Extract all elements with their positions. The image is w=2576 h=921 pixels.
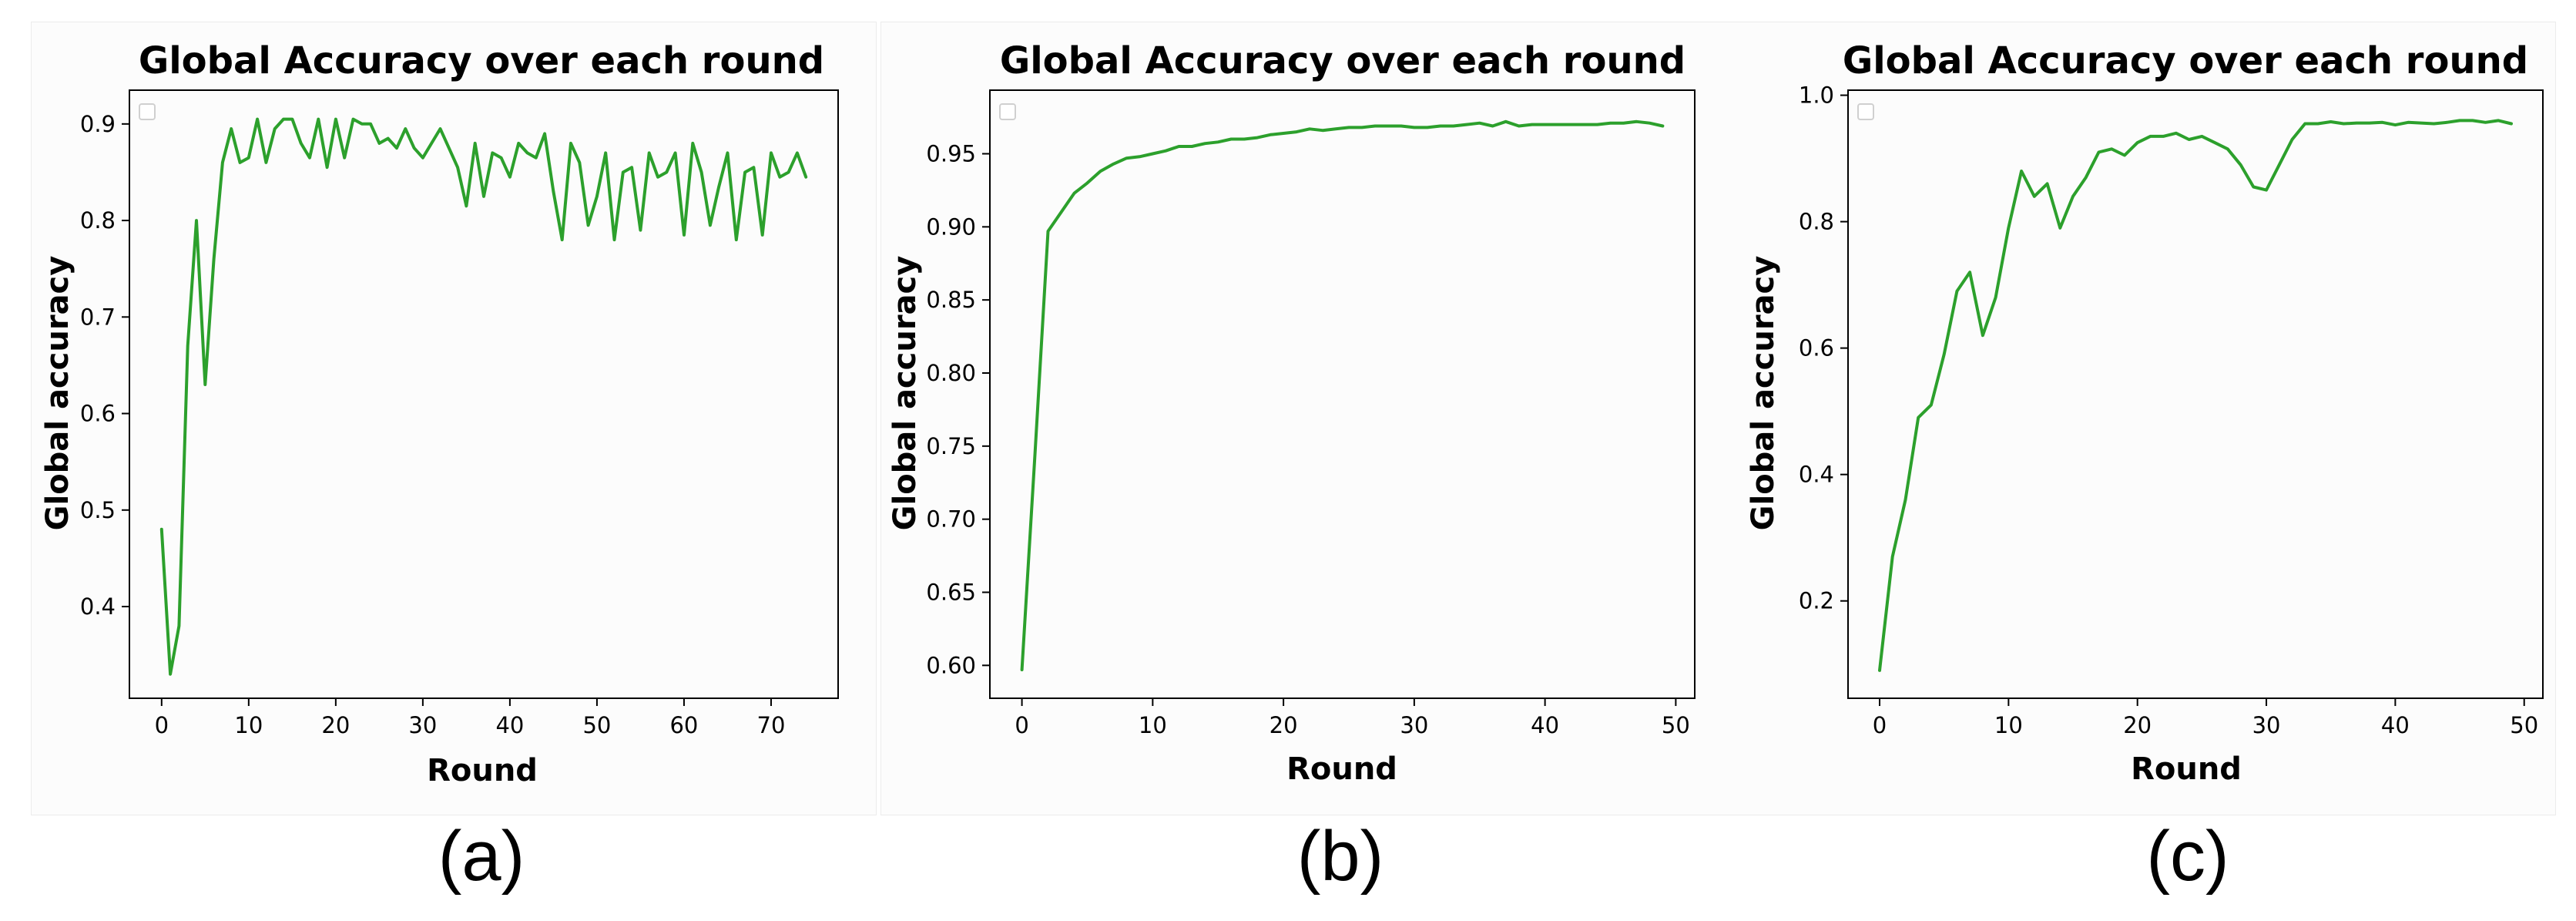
chart-b-xtick-label: 10 — [1139, 712, 1167, 738]
chart-a-ytick-label: 0.9 — [80, 111, 116, 137]
chart-b-ytick-label: 0.85 — [926, 287, 976, 313]
panel-bc-background — [880, 22, 2556, 815]
chart-b: Global Accuracy over each round Round Gl… — [887, 39, 1696, 787]
chart-a-ytick-label: 0.6 — [80, 401, 116, 427]
chart-b-ytick-label: 0.95 — [926, 141, 976, 167]
chart-b-ylabel: Global accuracy — [887, 256, 923, 531]
chart-b-xtick-label: 40 — [1531, 712, 1559, 738]
chart-a-xlabel: Round — [427, 753, 538, 788]
chart-b-ytick-label: 0.90 — [926, 213, 976, 240]
chart-b-plot-frame — [989, 89, 1696, 699]
chart-c-legend-box — [1857, 103, 1874, 120]
chart-c-xtick-label: 0 — [1873, 712, 1887, 738]
chart-a-xtick-label: 30 — [408, 712, 437, 738]
chart-c-xtick-label: 50 — [2510, 712, 2538, 738]
chart-a-xtick-label: 0 — [155, 712, 169, 738]
chart-b-xtick-label: 50 — [1662, 712, 1690, 738]
chart-c-xtick-label: 40 — [2381, 712, 2410, 738]
chart-c-xtick-label: 10 — [1994, 712, 2023, 738]
chart-c-ytick-label: 1.0 — [1799, 82, 1834, 109]
chart-b-ytick-label: 0.75 — [926, 433, 976, 459]
chart-a-title: Global Accuracy over each round — [139, 39, 824, 82]
chart-a-xtick-label: 40 — [495, 712, 524, 738]
chart-a-ylabel: Global accuracy — [40, 256, 75, 531]
caption-b: (b) — [1296, 817, 1384, 896]
chart-a-xtick-label: 70 — [757, 712, 786, 738]
chart-b-xtick-label: 30 — [1400, 712, 1428, 738]
chart-a-xtick-label: 60 — [669, 712, 698, 738]
chart-a-xtick-label: 10 — [234, 712, 263, 738]
chart-b-ytick-label: 0.65 — [926, 579, 976, 605]
panel-a-background — [31, 22, 877, 815]
chart-b-ytick-label: 0.60 — [926, 652, 976, 678]
chart-b-ytick-label: 0.80 — [926, 360, 976, 386]
chart-c-title: Global Accuracy over each round — [1843, 39, 2528, 82]
chart-a-legend-box — [139, 103, 156, 120]
chart-a-xtick-label: 50 — [582, 712, 611, 738]
chart-b-xlabel: Round — [1286, 751, 1397, 787]
chart-c-ytick-label: 0.2 — [1799, 588, 1834, 614]
chart-a-ytick-label: 0.5 — [80, 497, 116, 523]
chart-a-accuracy-line — [159, 117, 808, 676]
chart-b-xtick-label: 20 — [1270, 712, 1298, 738]
chart-c-plot-frame — [1847, 89, 2544, 699]
chart-b-accuracy-line — [1020, 119, 1665, 671]
chart-c-ytick-label: 0.6 — [1799, 335, 1834, 361]
chart-c-xlabel: Round — [2131, 751, 2242, 787]
chart-a-plot-frame — [129, 89, 839, 699]
chart-a: Global Accuracy over each round Round Gl… — [40, 39, 839, 788]
chart-b-ytick-label: 0.70 — [926, 506, 976, 533]
chart-b-legend-box — [999, 103, 1016, 120]
chart-a-xtick-label: 20 — [321, 712, 350, 738]
chart-c-xtick-label: 30 — [2252, 712, 2281, 738]
chart-a-ytick-label: 0.4 — [80, 593, 116, 620]
chart-a-ytick-label: 0.7 — [80, 304, 116, 330]
chart-c: Global Accuracy over each round Round Gl… — [1746, 39, 2544, 787]
chart-c-xtick-label: 20 — [2123, 712, 2152, 738]
caption-a: (a) — [438, 817, 525, 896]
chart-a-ytick-label: 0.8 — [80, 207, 116, 234]
chart-b-title: Global Accuracy over each round — [1000, 39, 1685, 82]
chart-c-ytick-label: 0.4 — [1799, 462, 1834, 488]
chart-c-ytick-label: 0.8 — [1799, 209, 1834, 235]
chart-b-xtick-label: 0 — [1015, 712, 1028, 738]
chart-c-ylabel: Global accuracy — [1746, 256, 1781, 531]
chart-c-accuracy-line — [1878, 119, 2513, 672]
caption-c: (c) — [2146, 817, 2229, 896]
